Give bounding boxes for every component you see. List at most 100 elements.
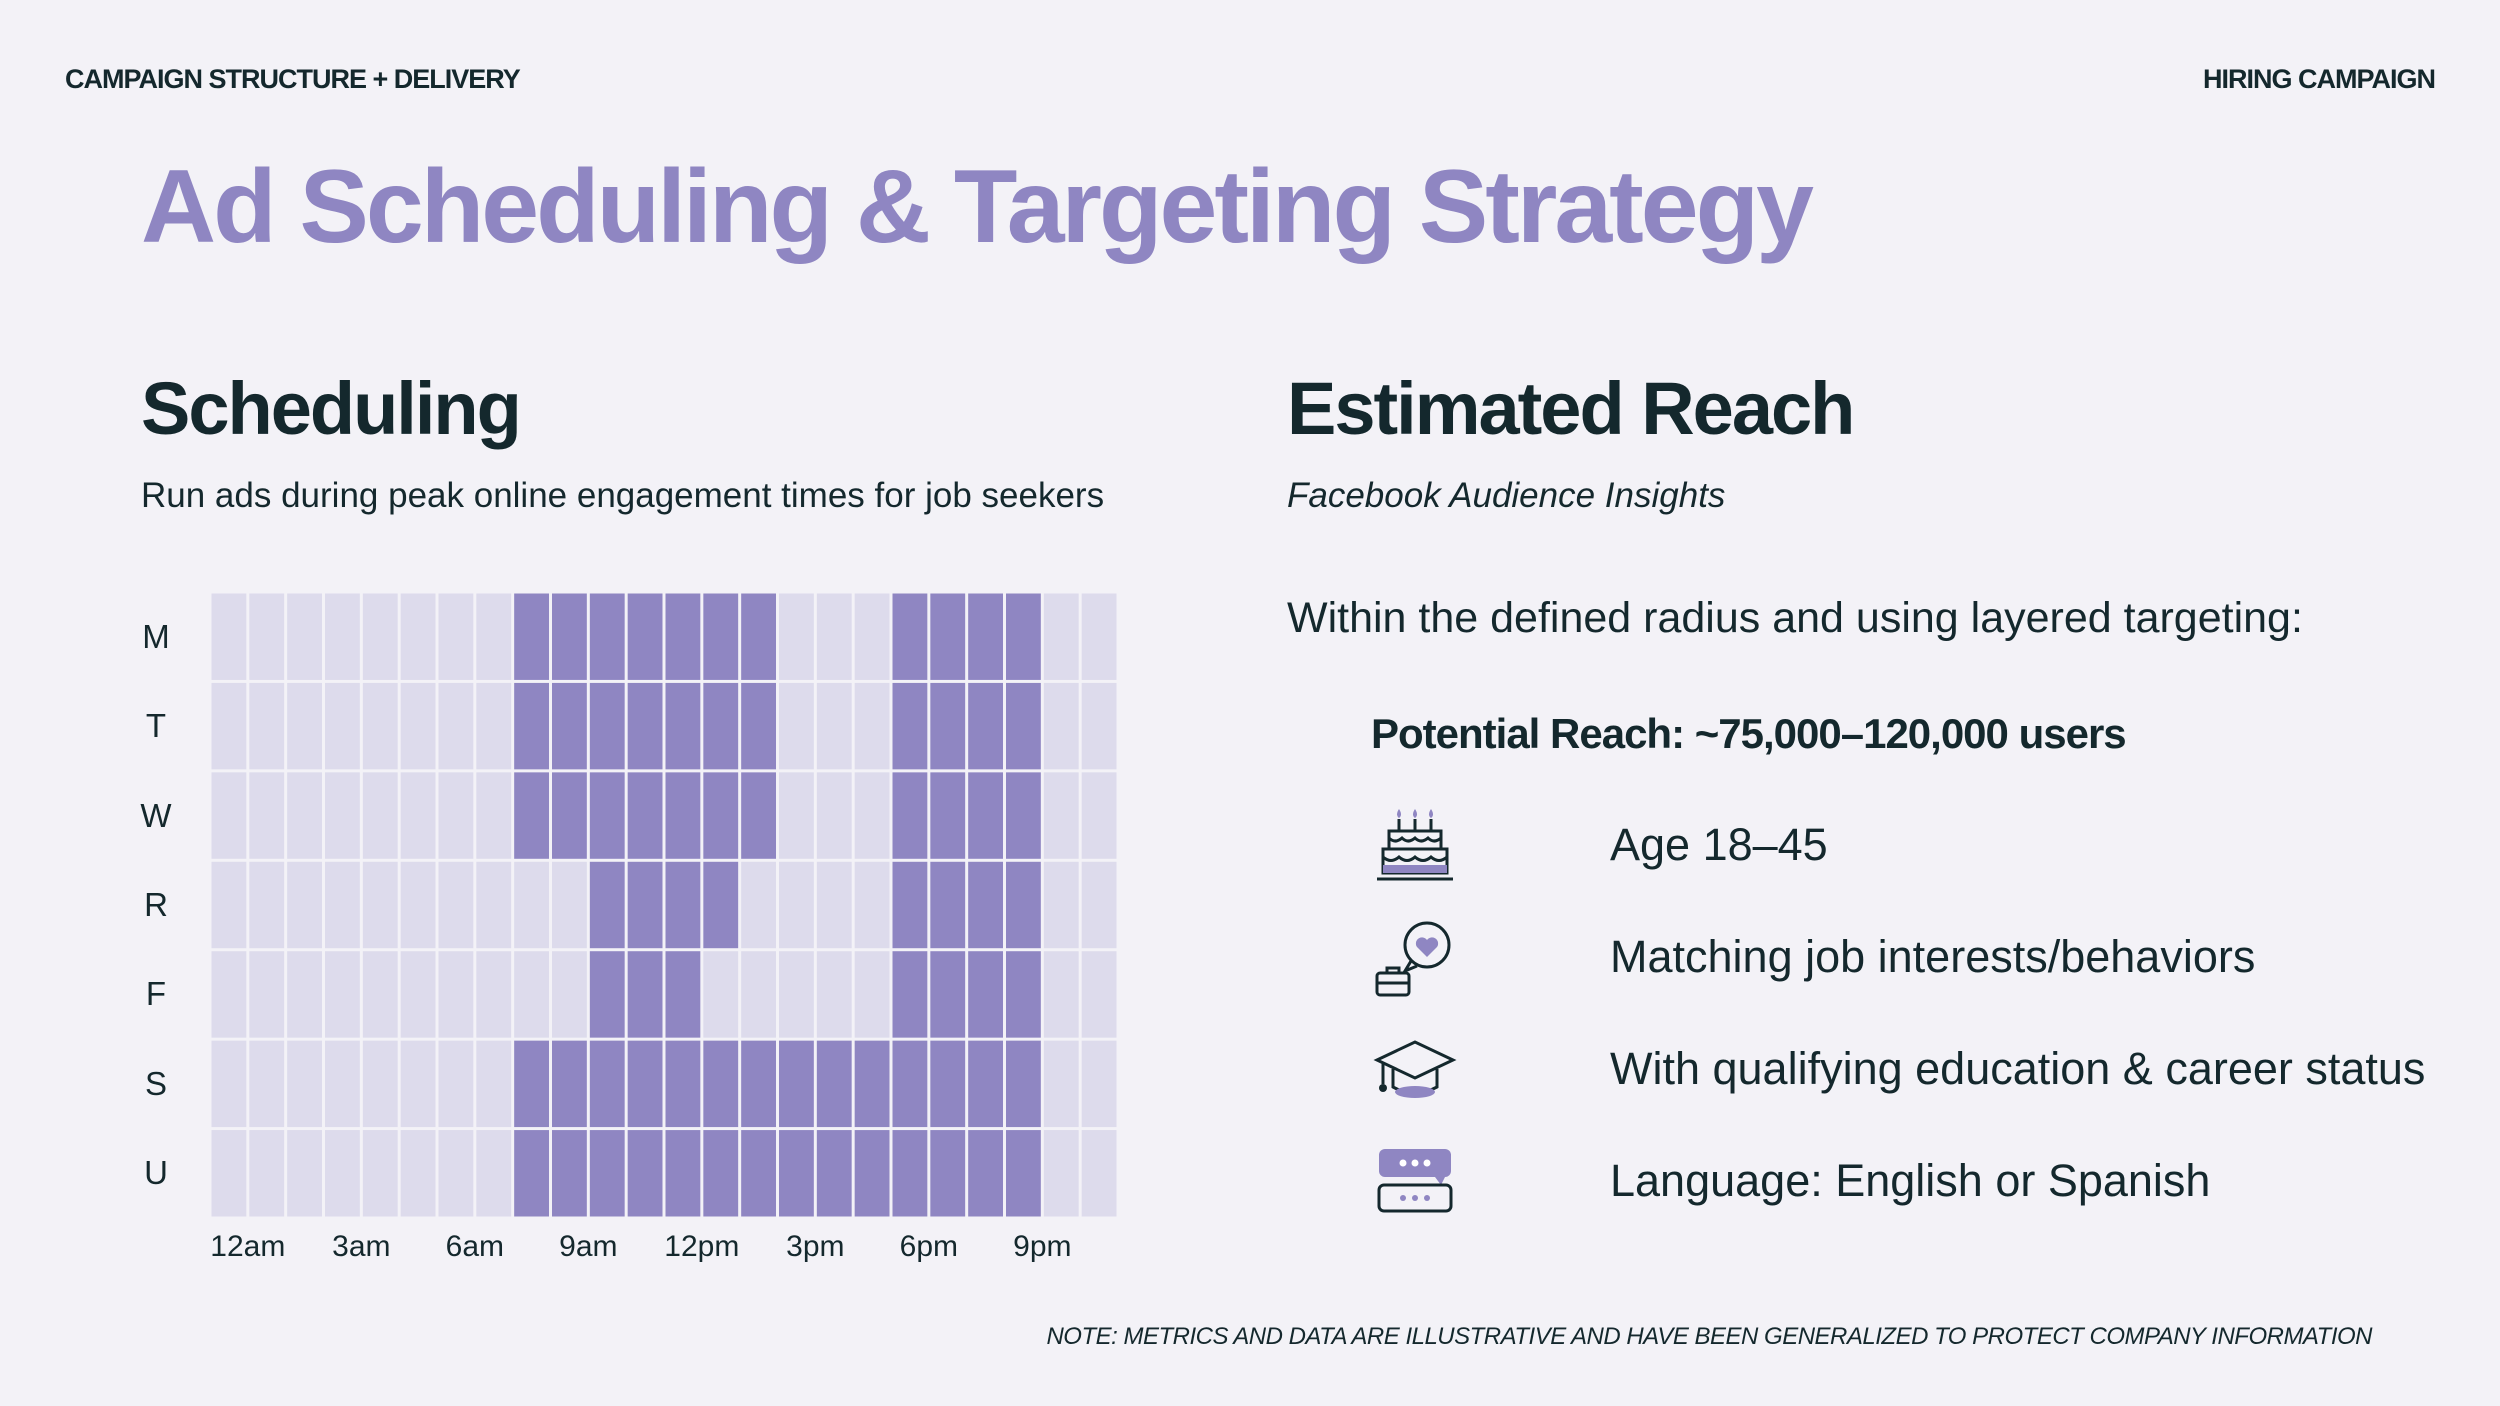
heatmap-cell-R-12 bbox=[665, 861, 701, 949]
job-interest-heart-briefcase-icon bbox=[1370, 912, 1460, 1002]
heatmap-cell-T-3 bbox=[325, 682, 360, 770]
heatmap-cell-W-16 bbox=[816, 772, 852, 859]
heatmap-cell-M-2 bbox=[287, 593, 322, 680]
heatmap-cell-M-14 bbox=[741, 593, 776, 680]
heatmap-cell-T-12 bbox=[665, 682, 701, 770]
heatmap-cell-R-16 bbox=[816, 861, 852, 949]
heatmap-cell-R-13 bbox=[703, 861, 739, 949]
heatmap-cell-S-21 bbox=[1006, 1040, 1041, 1128]
heatmap-cell-M-7 bbox=[476, 593, 512, 680]
birthday-cake-icon bbox=[1370, 800, 1460, 890]
hour-tick-label: 9am bbox=[559, 1230, 618, 1263]
heatmap-cell-T-16 bbox=[816, 682, 852, 770]
heatmap-cell-T-23 bbox=[1081, 682, 1117, 770]
hour-tick-label: 3am bbox=[332, 1230, 391, 1263]
heatmap-cell-W-22 bbox=[1043, 772, 1079, 859]
heatmap-cell-S-18 bbox=[892, 1040, 928, 1128]
heatmap-cell-T-11 bbox=[627, 682, 663, 770]
heatmap-cell-F-0 bbox=[211, 951, 247, 1038]
heatmap-cell-M-4 bbox=[362, 593, 398, 680]
heatmap-cell-R-3 bbox=[325, 861, 360, 949]
heatmap-cell-R-17 bbox=[854, 861, 890, 949]
heatmap-cell-M-3 bbox=[325, 593, 360, 680]
criteria-label: Matching job interests/behaviors bbox=[1610, 931, 2256, 982]
heatmap-cell-M-13 bbox=[703, 593, 739, 680]
heatmap-cell-T-8 bbox=[514, 682, 549, 770]
heatmap-cell-W-8 bbox=[514, 772, 549, 859]
heatmap-cell-R-6 bbox=[438, 861, 474, 949]
heatmap-cell-U-6 bbox=[438, 1130, 474, 1217]
heatmap-cell-T-22 bbox=[1043, 682, 1079, 770]
heatmap-cell-R-18 bbox=[892, 861, 928, 949]
heatmap-cell-R-8 bbox=[514, 861, 549, 949]
heatmap-cell-R-7 bbox=[476, 861, 512, 949]
heatmap-cell-U-18 bbox=[892, 1130, 928, 1217]
heatmap-cell-F-15 bbox=[779, 951, 814, 1038]
heatmap-cell-F-14 bbox=[741, 951, 776, 1038]
heatmap-cell-W-15 bbox=[779, 772, 814, 859]
heatmap-cell-T-1 bbox=[249, 682, 285, 770]
heatmap-cell-F-5 bbox=[400, 951, 436, 1038]
heatmap-cell-U-2 bbox=[287, 1130, 322, 1217]
heatmap-cell-T-6 bbox=[438, 682, 474, 770]
heatmap-cell-M-20 bbox=[968, 593, 1003, 680]
heatmap-cell-S-11 bbox=[627, 1040, 663, 1128]
heatmap-cell-R-20 bbox=[968, 861, 1003, 949]
heatmap-cell-W-6 bbox=[438, 772, 474, 859]
heatmap-cell-M-12 bbox=[665, 593, 701, 680]
heatmap-cell-T-7 bbox=[476, 682, 512, 770]
heatmap-cell-U-10 bbox=[589, 1130, 625, 1217]
day-label-R: R bbox=[144, 886, 168, 923]
day-label-T: T bbox=[145, 707, 167, 745]
heatmap-cell-S-12 bbox=[665, 1040, 701, 1128]
heatmap-cell-T-18 bbox=[892, 682, 928, 770]
heatmap-cell-S-19 bbox=[930, 1040, 966, 1128]
heatmap-cell-U-3 bbox=[325, 1130, 360, 1217]
heatmap-cell-R-19 bbox=[930, 861, 966, 949]
heatmap-cell-U-15 bbox=[779, 1130, 814, 1217]
heatmap-cell-U-1 bbox=[249, 1130, 285, 1217]
heatmap-cell-T-2 bbox=[287, 682, 322, 770]
scheduling-subtitle: Run ads during peak online engagement ti… bbox=[141, 476, 1105, 515]
heatmap-grid bbox=[211, 593, 1117, 1217]
heatmap-cell-T-17 bbox=[854, 682, 890, 770]
heatmap-cell-W-13 bbox=[703, 772, 739, 859]
header-campaign-label: HIRING CAMPAIGN bbox=[2203, 64, 2436, 94]
heatmap-cell-S-16 bbox=[816, 1040, 852, 1128]
reach-intro-text: Within the defined radius and using laye… bbox=[1287, 594, 2303, 642]
graduation-cap-icon bbox=[1370, 1024, 1460, 1114]
heatmap-cell-U-5 bbox=[400, 1130, 436, 1217]
heatmap-cell-S-9 bbox=[552, 1040, 587, 1128]
heatmap-cell-S-6 bbox=[438, 1040, 474, 1128]
heatmap-cell-W-17 bbox=[854, 772, 890, 859]
heatmap-cell-U-7 bbox=[476, 1130, 512, 1217]
heatmap-cell-S-1 bbox=[249, 1040, 285, 1128]
heatmap-cell-S-15 bbox=[779, 1040, 814, 1128]
heatmap-cell-R-10 bbox=[589, 861, 625, 949]
heatmap-cell-W-12 bbox=[665, 772, 701, 859]
hour-tick-label: 12am bbox=[210, 1230, 286, 1263]
heatmap-cell-M-1 bbox=[249, 593, 285, 680]
criteria-interests: Matching job interests/behaviors bbox=[1370, 912, 2255, 1002]
heatmap-cell-T-10 bbox=[589, 682, 625, 770]
language-chat-icon bbox=[1370, 1136, 1460, 1226]
heatmap-cell-M-19 bbox=[930, 593, 966, 680]
heatmap-cell-S-8 bbox=[514, 1040, 549, 1128]
heatmap-cell-F-4 bbox=[362, 951, 398, 1038]
heatmap-cell-F-2 bbox=[287, 951, 322, 1038]
disclaimer-note: NOTE: METRICS AND DATA ARE ILLUSTRATIVE … bbox=[1046, 1323, 2372, 1350]
heatmap-cell-F-20 bbox=[968, 951, 1003, 1038]
heatmap-cell-U-20 bbox=[968, 1130, 1003, 1217]
heatmap-cell-W-5 bbox=[400, 772, 436, 859]
heatmap-cell-T-13 bbox=[703, 682, 739, 770]
heatmap-cell-R-4 bbox=[362, 861, 398, 949]
heatmap-cell-M-15 bbox=[779, 593, 814, 680]
heatmap-cell-F-11 bbox=[627, 951, 663, 1038]
potential-reach: Potential Reach: ~75,000–120,000 users bbox=[1371, 710, 2127, 757]
heatmap-cell-U-8 bbox=[514, 1130, 549, 1217]
heatmap-cell-W-4 bbox=[362, 772, 398, 859]
header-section-label: CAMPAIGN STRUCTURE + DELIVERY bbox=[65, 64, 521, 94]
heatmap-cell-T-21 bbox=[1006, 682, 1041, 770]
heatmap-cell-T-0 bbox=[211, 682, 247, 770]
heatmap-cell-M-22 bbox=[1043, 593, 1079, 680]
